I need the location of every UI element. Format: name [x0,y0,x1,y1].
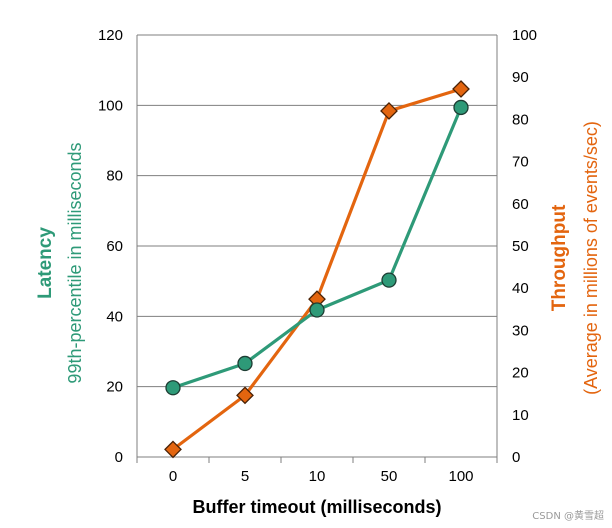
watermark: CSDN @黄雪超 [532,511,604,522]
x-tick-label: 0 [169,468,177,485]
right-tick-label: 30 [512,322,529,339]
left-tick-label: 60 [106,238,123,255]
right-tick-label: 0 [512,449,520,466]
x-axis-ticks: 0 5 10 50 100 [169,468,474,485]
x-tick-label: 100 [448,468,473,485]
data-point-circle [309,302,325,318]
grid-lines [136,34,498,463]
right-tick-label: 40 [512,280,529,297]
series-circle [165,99,469,396]
right-tick-label: 50 [512,238,529,255]
left-tick-label: 100 [98,97,123,114]
right-tick-label: 70 [512,154,529,171]
right-axis-subtitle-group: (Average in millions of events/sec) [581,121,601,395]
x-axis-label: Buffer timeout (milliseconds) [192,497,441,517]
right-axis-ticks: 0 10 20 30 40 50 60 70 80 90 100 [512,27,537,466]
left-tick-label: 80 [106,168,123,185]
data-point-diamond [452,80,470,98]
right-tick-label: 90 [512,69,529,86]
right-tick-label: 60 [512,196,529,213]
series-diamond [164,80,470,459]
right-axis-title: Throughput [549,204,570,311]
right-tick-label: 10 [512,407,529,424]
left-axis-subtitle: 99th-percentile in milliseconds [65,142,85,383]
left-tick-label: 0 [115,449,123,466]
left-axis-subtitle-group: 99th-percentile in milliseconds [65,142,85,383]
series-line [172,87,462,451]
x-tick-label: 50 [381,468,398,485]
data-point-circle [165,380,181,396]
x-tick-label: 10 [309,468,326,485]
right-tick-label: 100 [512,27,537,44]
data-point-circle [453,99,469,116]
right-axis-title-group: Throughput [549,204,570,311]
data-point-diamond [380,102,398,120]
right-tick-label: 20 [512,365,529,382]
right-axis-subtitle: (Average in millions of events/sec) [581,121,601,395]
left-axis-title-group: Latency [35,227,56,299]
left-axis-ticks: 0 20 40 60 80 100 120 [98,27,123,466]
data-point-circle [381,272,397,288]
left-axis-title: Latency [35,227,56,299]
left-tick-label: 40 [106,308,123,325]
left-tick-label: 120 [98,27,123,44]
data-point-diamond [236,386,254,405]
data-point-diamond [164,440,182,459]
right-tick-label: 80 [512,111,529,128]
series-layer [164,80,470,459]
series-line [172,106,463,390]
data-point-circle [237,355,253,372]
x-tick-label: 5 [241,468,249,485]
left-tick-label: 20 [106,379,123,396]
